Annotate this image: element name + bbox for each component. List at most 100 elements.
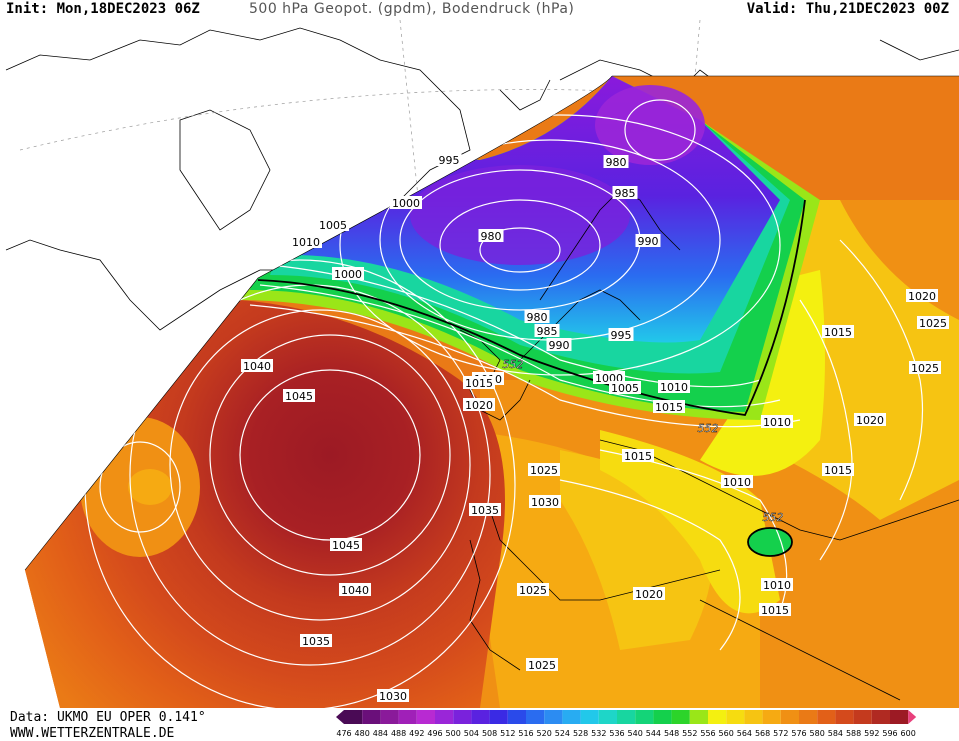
colorbar-swatch (689, 710, 708, 724)
colorbar-swatch (817, 710, 836, 724)
colorbar-tick-label: 556 (700, 729, 715, 738)
isobar-label: 1000 (334, 268, 362, 281)
colorbar-arrow-right (908, 710, 917, 724)
isobar-label: 1015 (761, 604, 789, 617)
isobar-label-box (529, 495, 561, 508)
colorbar-tick-label: 484 (373, 729, 388, 738)
isobar-label-box (469, 503, 501, 516)
isobar-label-box (332, 267, 364, 280)
colorbar-swatch (362, 710, 381, 724)
colorbar-swatch (398, 710, 417, 724)
colorbar-swatch (744, 710, 763, 724)
isobar-label-box (390, 196, 422, 209)
isobar-label: 980 (481, 230, 502, 243)
colorbar-tick-label: 596 (882, 729, 897, 738)
isobar-label-box (463, 376, 495, 389)
isobar-label-box (517, 583, 549, 596)
isobar-label-box (609, 381, 641, 394)
isobar-label: 1045 (332, 539, 360, 552)
colorbar-swatch (635, 710, 654, 724)
isobar-label-box (658, 380, 690, 393)
map-title: 500 hPa Geopot. (gpdm), Bodendruck (hPa) (249, 1, 575, 17)
isobar-label-box (608, 328, 634, 341)
colorbar-swatch (780, 710, 799, 724)
colorbar-tick-label: 500 (446, 729, 461, 738)
colorbar-swatch (762, 710, 781, 724)
contour-552-label: 552 (698, 422, 719, 435)
colorbar-swatch (799, 710, 818, 724)
isobar-label-box (653, 400, 685, 413)
colorbar-tick-label: 560 (719, 729, 734, 738)
colorbar-tick-label: 552 (682, 729, 697, 738)
website-label: WWW.WETTERZENTRALE.DE (10, 726, 175, 741)
colorbar-tick-label: 516 (518, 729, 533, 738)
isobar-label: 1000 (392, 197, 420, 210)
contour-552-labels: 552 552 552 (502, 358, 783, 524)
isobar-labels: 9951000100510101000980980985990980985990… (241, 153, 949, 703)
header-bar: Init: Mon,18DEC2023 06Z 500 hPa Geopot. … (0, 0, 959, 20)
isobar-label: 995 (439, 154, 460, 167)
colorbar-swatch (708, 710, 727, 724)
isobar-label-box (721, 475, 753, 488)
isobar-label-box (822, 325, 854, 338)
isobar-label: 1015 (465, 377, 493, 390)
isobar-label: 1025 (911, 362, 939, 375)
geopotential-fill (25, 76, 959, 708)
colorbar-swatch (726, 710, 745, 724)
isobar-label: 1005 (319, 219, 347, 232)
isobar-label-box (761, 415, 793, 428)
isobar-label-box (377, 689, 409, 702)
isobar-label-box (463, 398, 495, 411)
isobar-label: 1025 (519, 584, 547, 597)
isobar-label-box (339, 583, 371, 596)
isobar-label-box (822, 463, 854, 476)
colorbar-swatch (562, 710, 581, 724)
colorbar-tick-label: 564 (737, 729, 752, 738)
colorbar-tick-label: 572 (773, 729, 788, 738)
colorbar-swatch (617, 710, 636, 724)
valid-time-label: Valid: Thu,21DEC2023 00Z (746, 1, 949, 17)
isobar-label: 1040 (341, 584, 369, 597)
colorbar-tick-label: 492 (409, 729, 424, 738)
isobar-label: 1020 (908, 290, 936, 303)
colorbar-swatch (435, 710, 454, 724)
isobar-label: 990 (549, 339, 570, 352)
colorbar-swatch (653, 710, 672, 724)
colorbar-swatch (853, 710, 872, 724)
isobar-label: 995 (611, 329, 632, 342)
colorbar-swatch (344, 710, 363, 724)
isobar-label-box (906, 289, 938, 302)
isobar-label: 1010 (763, 416, 791, 429)
isobar-label: 1045 (285, 390, 313, 403)
isobar-label-box (524, 310, 550, 323)
colorbar-tick-label: 592 (864, 729, 879, 738)
colorbar-swatch (598, 710, 617, 724)
isobar-label-box (317, 218, 349, 231)
colorbar-swatch (526, 710, 545, 724)
isobar-label-box (330, 538, 362, 551)
colorbar-tick-label: 524 (555, 729, 570, 738)
colorbar-tick-label: 544 (646, 729, 661, 738)
colorbar-tick-label: 580 (810, 729, 825, 738)
colorbar-swatch (380, 710, 399, 724)
isobar-label-box (917, 316, 949, 329)
weather-map: 9951000100510101000980980985990980985990… (5, 20, 959, 708)
colorbar-tick-label: 584 (828, 729, 843, 738)
isobar-label: 1040 (243, 360, 271, 373)
colorbar-tick-label: 600 (901, 729, 916, 738)
isobar-label: 1030 (531, 496, 559, 509)
isobar-label-box (603, 155, 629, 168)
isobar-label: 980 (606, 156, 627, 169)
colorbar-tick-label: 588 (846, 729, 861, 738)
isobar-label-box (854, 413, 886, 426)
colorbar-swatch (471, 710, 490, 724)
isobar-label-box (612, 186, 638, 199)
isobar-label-box (534, 324, 560, 337)
isobar-label-box (528, 463, 560, 476)
isobar-label: 1015 (624, 450, 652, 463)
isobar-label: 1035 (471, 504, 499, 517)
isobar-label: 1010 (763, 579, 791, 592)
colorbar-swatch (416, 710, 435, 724)
contour-552-label: 552 (503, 358, 524, 371)
colorbar-tick-label: 480 (355, 729, 370, 738)
